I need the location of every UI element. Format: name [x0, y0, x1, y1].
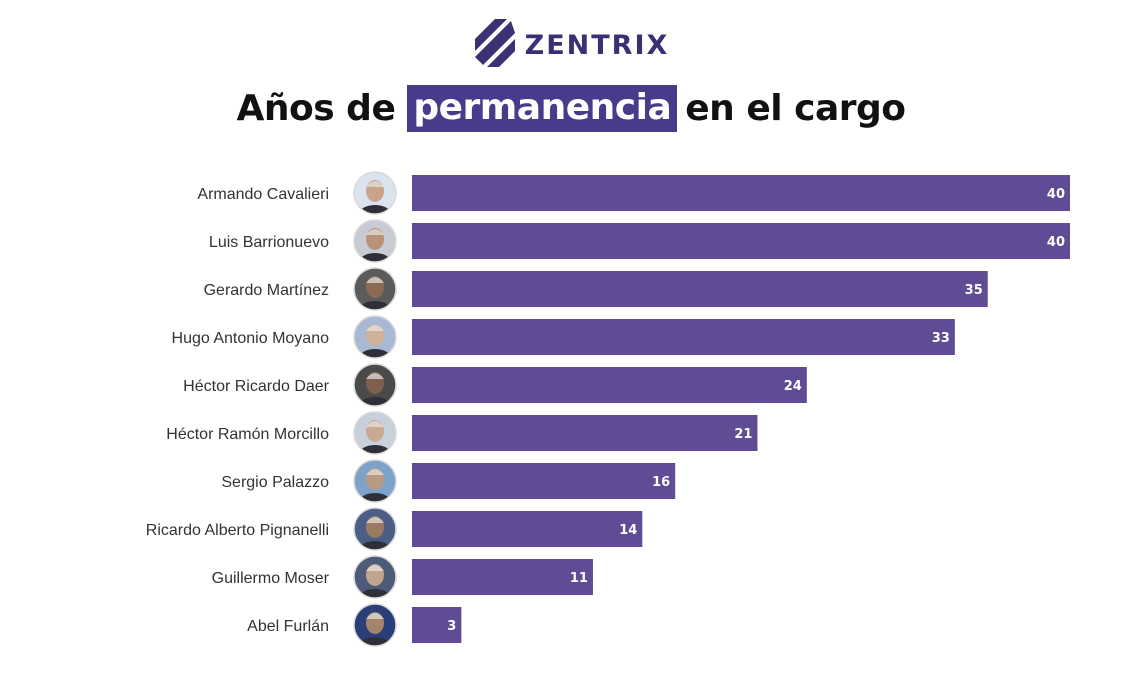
- avatar: [353, 459, 397, 503]
- avatar: [353, 219, 397, 263]
- avatar: [353, 555, 397, 599]
- title-part-before: Años de: [236, 87, 396, 129]
- zentrix-logo-icon: [473, 17, 517, 73]
- category-label: Sergio Palazzo: [221, 474, 329, 491]
- category-label: Héctor Ricardo Daer: [183, 378, 330, 395]
- data-label: 33: [932, 331, 950, 346]
- title-highlight: permanencia: [407, 84, 678, 132]
- brand-header: ZENTRIX: [0, 14, 1142, 76]
- bar: [412, 415, 758, 451]
- data-label: 40: [1047, 187, 1065, 202]
- title-part-after: en el cargo: [685, 87, 906, 129]
- bar: [412, 367, 807, 403]
- bar: [412, 223, 1070, 259]
- category-label: Héctor Ramón Morcillo: [166, 426, 329, 443]
- data-label: 3: [447, 619, 456, 634]
- data-label: 21: [734, 427, 752, 442]
- bar: [412, 175, 1070, 211]
- avatar: [353, 171, 397, 215]
- data-label: 14: [619, 523, 637, 538]
- data-label: 24: [784, 379, 802, 394]
- bar: [412, 319, 955, 355]
- data-label: 35: [965, 283, 983, 298]
- avatar: [353, 315, 397, 359]
- avatar: [353, 411, 397, 455]
- avatar: [353, 363, 397, 407]
- category-label: Guillermo Moser: [212, 570, 330, 587]
- page-title: Años de permanencia en el cargo: [0, 80, 1142, 136]
- avatar: [353, 267, 397, 311]
- category-label: Luis Barrionuevo: [209, 234, 329, 251]
- category-label: Ricardo Alberto Pignanelli: [146, 522, 329, 539]
- bar: [412, 271, 988, 307]
- avatar: [353, 603, 397, 647]
- bar-chart: Armando Cavalieri 40 Luis Barrionuevo 40 Ger…: [146, 171, 1070, 647]
- data-label: 16: [652, 475, 670, 490]
- category-label: Abel Furlán: [247, 618, 329, 635]
- bar: [412, 511, 643, 547]
- bar: [412, 463, 676, 499]
- bar: [412, 559, 593, 595]
- data-label: 11: [570, 571, 588, 586]
- bar: [412, 607, 462, 643]
- brand-name: ZENTRIX: [524, 29, 670, 61]
- category-label: Armando Cavalieri: [197, 186, 329, 203]
- category-label: Hugo Antonio Moyano: [172, 330, 330, 347]
- data-label: 40: [1047, 235, 1065, 250]
- category-label: Gerardo Martínez: [204, 282, 329, 299]
- avatar: [353, 507, 397, 551]
